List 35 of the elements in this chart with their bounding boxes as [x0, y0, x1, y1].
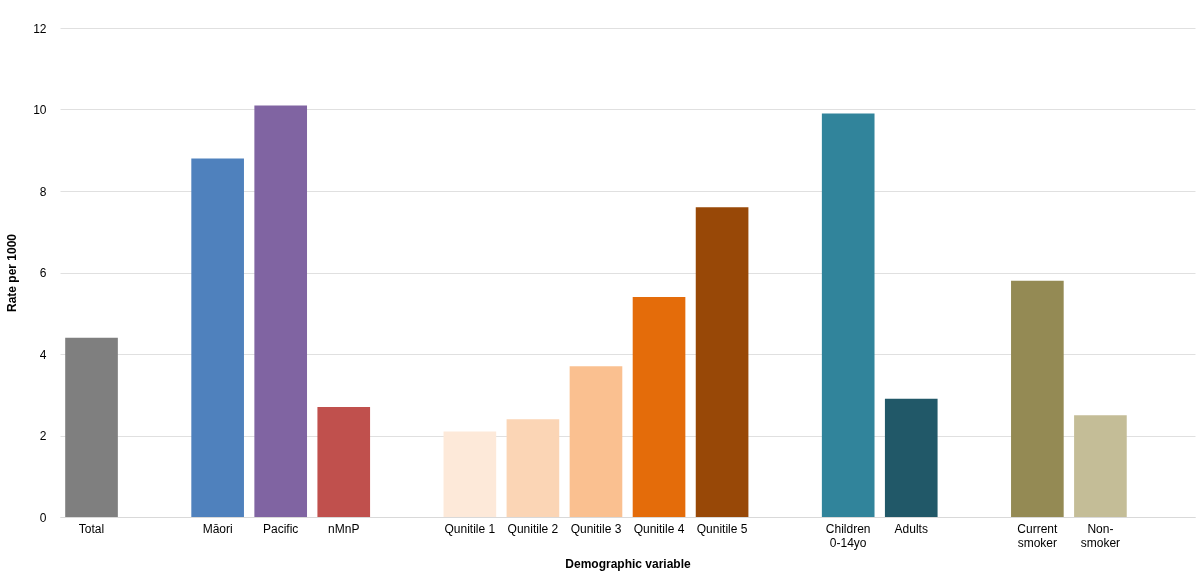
y-tick-label: 2: [39, 429, 47, 443]
bar: [191, 158, 244, 517]
y-tick-label: 6: [39, 266, 47, 280]
x-tick-label: Current smoker: [1017, 521, 1059, 550]
y-axis-title: Rate per 1000: [5, 233, 20, 313]
bar: [506, 419, 560, 517]
bar: [254, 105, 308, 517]
x-tick-label: Adults: [894, 521, 928, 536]
x-tick-label: Pacific: [263, 521, 299, 536]
bar: [821, 113, 875, 517]
x-tick-label: Qunitile 2: [507, 521, 559, 536]
x-tick-label: Qunitile 4: [633, 521, 685, 536]
bar: [569, 366, 623, 517]
x-tick-label: Non- smoker: [1080, 521, 1121, 550]
x-tick-label: Qunitile 3: [570, 521, 622, 536]
bar: [65, 337, 118, 517]
y-tick-label: 12: [33, 21, 47, 36]
y-tick-label: 10: [33, 103, 47, 117]
y-tick-label: 4: [39, 347, 47, 362]
bar: [1074, 415, 1127, 517]
bar: [317, 406, 371, 517]
x-tick-label: Children 0-14yo: [825, 521, 871, 550]
bar: [695, 207, 749, 517]
y-tick-label: 8: [39, 184, 47, 199]
x-axis-title: Demographic variable: [565, 556, 692, 571]
y-tick-label: 0: [39, 510, 47, 525]
bar: [443, 431, 497, 517]
x-tick-label: Total: [78, 521, 105, 536]
x-tick-label: Qunitile 1: [444, 521, 496, 536]
bar: [632, 296, 686, 517]
x-tick-label: nMnP: [328, 521, 360, 536]
bar: [884, 398, 938, 517]
x-tick-label: Qunitile 5: [696, 521, 748, 536]
x-tick-label: Māori: [202, 521, 233, 536]
bar: [1011, 280, 1064, 517]
